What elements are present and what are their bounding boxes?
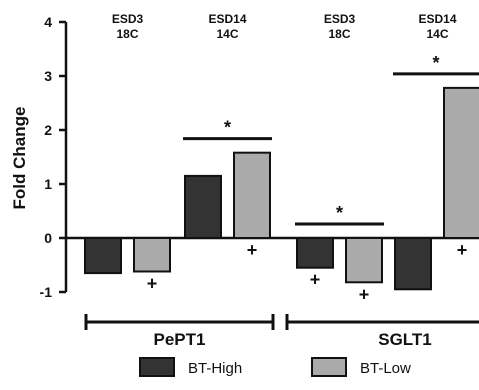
condition-label: ESD3 (112, 12, 144, 26)
legend-swatch (139, 357, 175, 377)
condition-label: 14C (426, 27, 448, 41)
significance-star: * (432, 53, 439, 73)
plus-marker: + (247, 240, 258, 260)
group-label: PePT1 (154, 330, 206, 349)
condition-label: 18C (328, 27, 350, 41)
condition-label: 18C (116, 27, 138, 41)
condition-label: ESD3 (324, 12, 356, 26)
bar (443, 86, 479, 239)
plus-marker: + (147, 273, 158, 293)
bar (84, 237, 122, 275)
significance-star: * (224, 118, 231, 138)
condition-label: 14C (216, 27, 238, 41)
plus-marker: + (310, 270, 321, 290)
bar (296, 237, 334, 269)
condition-label: ESD14 (418, 12, 456, 26)
bar (184, 174, 222, 239)
group-label: SGLT1 (378, 330, 432, 349)
bar (394, 237, 432, 291)
y-tick-label: 3 (44, 68, 52, 84)
y-tick-label: 0 (44, 230, 52, 246)
y-tick-label: 1 (44, 176, 52, 192)
bar (233, 151, 271, 239)
plus-marker: + (457, 240, 468, 260)
bar (133, 237, 171, 273)
y-tick-label: -1 (40, 284, 53, 300)
y-tick-label: 4 (44, 14, 52, 30)
legend-label: BT-Low (360, 360, 411, 377)
bar (345, 237, 383, 284)
y-axis-label: Fold Change (10, 107, 29, 210)
condition-label: ESD14 (208, 12, 246, 26)
y-tick-label: 2 (44, 122, 52, 138)
legend-swatch (311, 357, 347, 377)
plus-marker: + (359, 284, 370, 304)
legend-label: BT-High (188, 360, 242, 377)
significance-star: * (336, 203, 343, 223)
